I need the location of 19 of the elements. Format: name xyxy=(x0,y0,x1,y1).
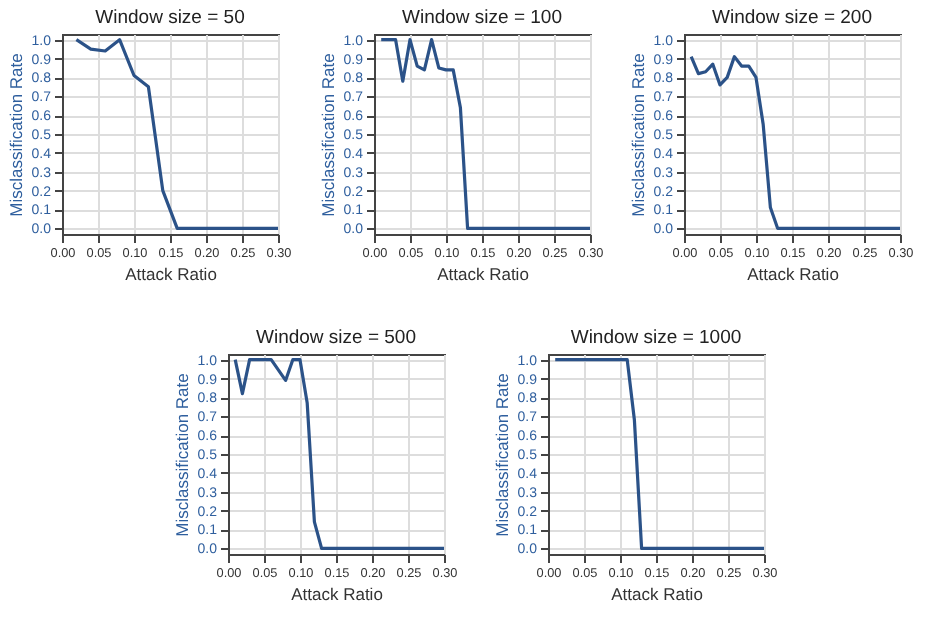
y-axis-title: Misclassification Rate xyxy=(5,52,26,217)
chart-title: Window size = 1000 xyxy=(570,326,742,349)
y-axis-title: Misclassification Rate xyxy=(171,372,192,537)
x-axis-title: Attack Ratio xyxy=(291,583,384,604)
line-series xyxy=(74,38,280,230)
chart-title: Window size = 50 xyxy=(95,6,245,29)
x-axis-title: Attack Ratio xyxy=(747,263,840,284)
chart-title: Window size = 100 xyxy=(402,6,562,29)
line-series xyxy=(233,358,446,550)
x-axis-title: Attack Ratio xyxy=(125,263,218,284)
y-axis-title: Misclassification Rate xyxy=(317,52,338,217)
line-series xyxy=(689,55,902,230)
y-axis-title: Misclassification Rate xyxy=(491,372,512,537)
line-series xyxy=(379,38,592,230)
x-axis-title: Attack Ratio xyxy=(611,583,704,604)
chart-title: Window size = 200 xyxy=(712,6,872,29)
x-axis-title: Attack Ratio xyxy=(437,263,530,284)
y-axis-title: Misclassification Rate xyxy=(627,52,648,217)
chart-title: Window size = 500 xyxy=(256,326,416,349)
